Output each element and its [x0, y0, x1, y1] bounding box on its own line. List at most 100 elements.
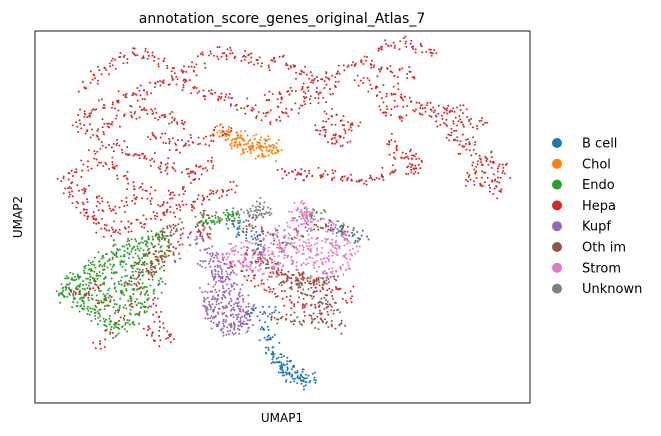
- cell-dot: [106, 304, 109, 307]
- cell-dot: [226, 211, 229, 214]
- cell-dot: [261, 248, 264, 251]
- cell-dot: [114, 312, 116, 315]
- scatter-point: [142, 250, 157, 261]
- scatter-point: [216, 287, 227, 299]
- cell-dot: [312, 218, 315, 221]
- cell-dot: [141, 98, 144, 100]
- cell-dot: [498, 163, 501, 166]
- cell-dot: [304, 293, 307, 296]
- cell-dot: [218, 321, 221, 324]
- cell-dot: [186, 172, 189, 175]
- cell-dot: [340, 235, 343, 238]
- cell-dot: [286, 356, 289, 359]
- scatter-point: [128, 248, 143, 266]
- cell-dot: [160, 310, 163, 313]
- cell-dot: [267, 349, 270, 351]
- scatter-point: [261, 244, 270, 260]
- cell-dot: [221, 281, 224, 284]
- cell-dot: [98, 161, 101, 164]
- cell-dot: [237, 231, 240, 234]
- cell-dot: [143, 309, 146, 312]
- scatter-point: [317, 265, 327, 279]
- scatter-point: [254, 211, 271, 221]
- cell-dot: [375, 176, 378, 179]
- cell-dot: [376, 75, 379, 78]
- cell-dot: [117, 101, 120, 104]
- cell-dot: [126, 240, 129, 243]
- cell-dot: [334, 241, 337, 244]
- scatter-point: [273, 54, 290, 70]
- cell-dot: [248, 315, 251, 318]
- cell-dot: [338, 247, 341, 250]
- cell-dot: [256, 315, 259, 318]
- cell-dot: [72, 294, 75, 297]
- cell-dot: [82, 280, 85, 283]
- cell-dot: [317, 321, 320, 324]
- cell-dot: [342, 115, 345, 117]
- cell-dot: [105, 328, 108, 331]
- cell-dot: [315, 279, 318, 282]
- cell-dot: [138, 257, 140, 260]
- cell-dot: [292, 273, 295, 276]
- cell-dot: [202, 196, 205, 199]
- cell-dot: [128, 282, 131, 285]
- cell-dot: [229, 289, 232, 292]
- cell-dot: [157, 57, 160, 60]
- legend-label: Chol: [582, 157, 611, 172]
- cell-dot: [407, 157, 410, 160]
- cell-dot: [309, 282, 312, 285]
- cell-dot: [206, 291, 209, 294]
- cell-dot: [455, 129, 458, 132]
- cell-dot: [271, 93, 274, 96]
- cell-dot: [133, 194, 135, 197]
- scatter-point: [347, 61, 357, 67]
- cell-dot: [98, 289, 101, 292]
- cell-dot: [99, 147, 102, 150]
- scatter-point: [81, 184, 91, 195]
- cell-dot: [330, 305, 333, 308]
- cell-dot: [311, 208, 314, 211]
- cell-dot: [62, 177, 65, 180]
- cell-dot: [108, 304, 110, 307]
- cell-dot: [214, 283, 217, 286]
- scatter-point: [285, 64, 298, 74]
- cell-dot: [310, 81, 312, 84]
- cell-dot: [278, 116, 281, 118]
- scatter-point: [152, 310, 165, 325]
- cell-dot: [216, 311, 219, 314]
- cell-dot: [261, 254, 264, 257]
- cell-dot: [302, 272, 305, 275]
- cell-dot: [295, 251, 298, 254]
- cell-dot: [137, 302, 140, 304]
- cell-dot: [218, 264, 221, 267]
- scatter-point: [445, 131, 455, 142]
- cell-dot: [328, 281, 331, 284]
- cell-dot: [139, 84, 142, 87]
- cell-dot: [113, 167, 116, 170]
- cell-dot: [300, 291, 302, 294]
- scatter-point: [96, 156, 114, 167]
- cell-dot: [147, 294, 149, 296]
- cell-dot: [126, 247, 129, 250]
- scatter-point: [377, 45, 383, 52]
- cell-dot: [188, 175, 191, 178]
- cell-dot: [220, 268, 223, 271]
- cell-dot: [329, 271, 332, 274]
- cell-dot: [261, 305, 264, 308]
- scatter-point: [258, 138, 268, 150]
- cell-dot: [396, 76, 399, 78]
- cell-dot: [142, 214, 145, 217]
- cell-dot: [67, 171, 70, 174]
- cell-dot: [421, 51, 424, 54]
- cell-dot: [351, 234, 354, 237]
- cell-dot: [353, 79, 356, 82]
- cell-dot: [286, 369, 289, 371]
- cell-dot: [420, 159, 423, 162]
- cell-dot: [135, 283, 138, 286]
- cell-dot: [203, 98, 206, 101]
- scatter-point: [168, 111, 179, 125]
- cell-dot: [151, 109, 154, 112]
- scatter-point: [128, 312, 140, 325]
- scatter-point: [264, 312, 280, 325]
- cell-dot: [349, 140, 352, 143]
